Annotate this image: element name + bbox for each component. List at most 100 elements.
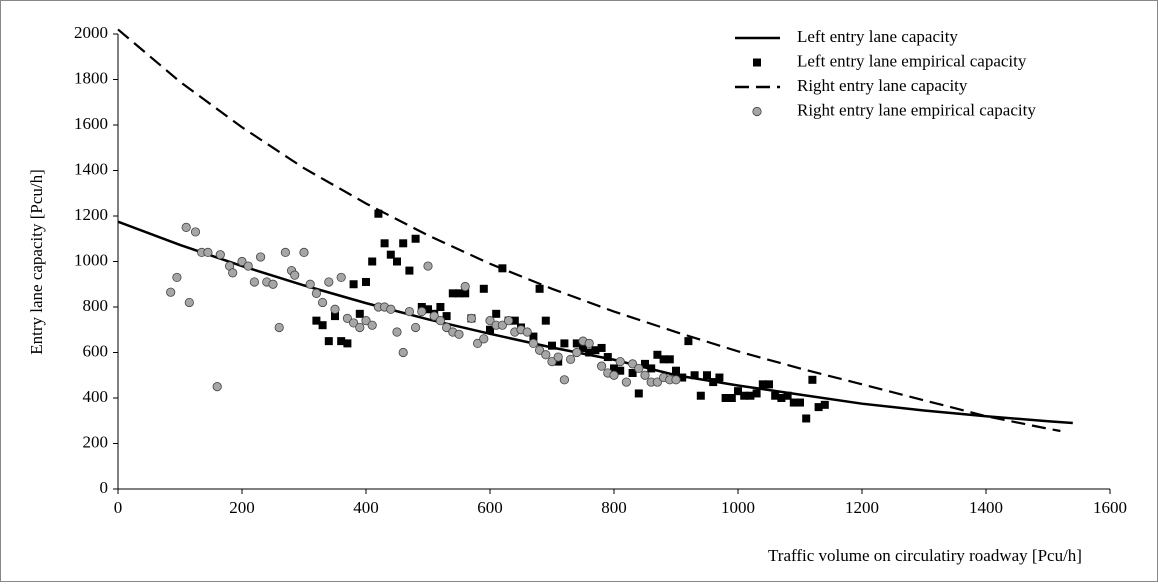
square-marker [405, 266, 414, 275]
circle-marker [348, 318, 359, 328]
square-marker [808, 375, 817, 384]
circle-marker [609, 370, 619, 380]
circle-marker [435, 316, 445, 326]
square-marker [572, 339, 581, 348]
circle-marker [547, 356, 557, 367]
square-marker [393, 257, 401, 266]
square-marker [324, 337, 333, 346]
square-marker [436, 303, 445, 311]
y-tick-label: 1800 [74, 68, 108, 87]
circle-marker [255, 252, 266, 262]
x-tick-label: 1600 [1093, 498, 1127, 517]
square-marker [455, 289, 463, 298]
circle-marker [237, 256, 247, 267]
square-marker [479, 284, 488, 293]
circle-marker [621, 377, 632, 387]
circle-marker [410, 322, 421, 333]
circle-marker [386, 304, 396, 314]
capacity-line [117, 28, 1061, 433]
square-marker [368, 257, 377, 266]
x-tick-label: 1400 [969, 498, 1003, 517]
circle-marker [355, 322, 365, 333]
circle-marker [398, 347, 408, 358]
circle-marker [299, 247, 309, 257]
square-marker [628, 368, 637, 377]
y-tick-label: 0 [100, 478, 109, 497]
square-marker [653, 350, 662, 359]
legend-swatch [752, 106, 762, 117]
x-tick-label: 0 [114, 498, 123, 517]
circle-marker [249, 277, 259, 287]
circle-marker [181, 222, 191, 232]
circle-marker [503, 316, 514, 326]
circle-marker [596, 361, 607, 371]
y-tick-label: 1400 [74, 159, 108, 178]
square-marker [579, 343, 587, 352]
circle-marker [190, 227, 201, 237]
circle-marker [472, 338, 483, 348]
legend-label: Left entry lane empirical capacity [797, 51, 1027, 70]
circle-marker [166, 287, 176, 297]
square-marker [678, 373, 687, 382]
square-marker [727, 394, 736, 402]
circle-marker [541, 350, 551, 360]
y-tick-label: 800 [83, 296, 109, 315]
circle-marker [243, 261, 253, 271]
square-marker [814, 403, 823, 412]
circle-marker [466, 313, 476, 323]
x-tick-label: 600 [477, 498, 503, 517]
square-marker [721, 394, 730, 402]
square-marker [703, 371, 711, 380]
circle-marker [528, 338, 539, 348]
square-marker [461, 289, 470, 298]
circle-marker [572, 347, 582, 358]
legend-swatch [753, 58, 761, 67]
square-marker [399, 239, 408, 248]
circle-marker [404, 306, 414, 317]
square-marker [752, 389, 761, 398]
y-tick-label: 400 [83, 387, 109, 406]
square-marker [783, 391, 792, 400]
x-tick-label: 1200 [845, 498, 879, 517]
circle-marker [522, 327, 532, 337]
circle-marker [212, 382, 222, 392]
circle-marker [392, 327, 402, 337]
square-marker [337, 337, 346, 346]
square-marker [510, 316, 519, 325]
square-marker [616, 366, 625, 375]
legend-label: Right entry lane capacity [797, 76, 968, 95]
circle-marker [342, 313, 352, 323]
square-marker [802, 414, 811, 423]
x-axis-label: Traffic volume on circulatiry roadway [P… [768, 546, 1082, 565]
x-tick-label: 800 [601, 498, 627, 517]
circle-marker [317, 297, 328, 308]
square-marker [560, 339, 569, 348]
circle-marker [417, 306, 427, 317]
square-marker [411, 234, 420, 243]
square-marker [529, 332, 538, 341]
square-marker [634, 389, 643, 398]
circle-marker [652, 377, 663, 387]
square-marker [696, 391, 705, 400]
square-marker [715, 373, 724, 382]
circle-marker [290, 270, 300, 280]
circle-marker [640, 370, 650, 380]
circle-marker [203, 247, 213, 257]
square-marker [771, 391, 780, 400]
circle-marker [553, 352, 563, 362]
circle-marker [280, 247, 290, 257]
square-marker [789, 398, 798, 407]
square-marker [740, 391, 749, 400]
square-marker [535, 284, 544, 293]
circle-marker [479, 334, 489, 344]
legend-label: Left entry lane capacity [797, 27, 958, 46]
square-marker [734, 387, 742, 396]
y-tick-label: 1200 [74, 205, 108, 224]
circle-marker [330, 304, 340, 314]
square-marker [548, 341, 556, 350]
circle-marker [565, 354, 576, 364]
circle-marker [268, 279, 278, 289]
square-marker [746, 391, 755, 400]
